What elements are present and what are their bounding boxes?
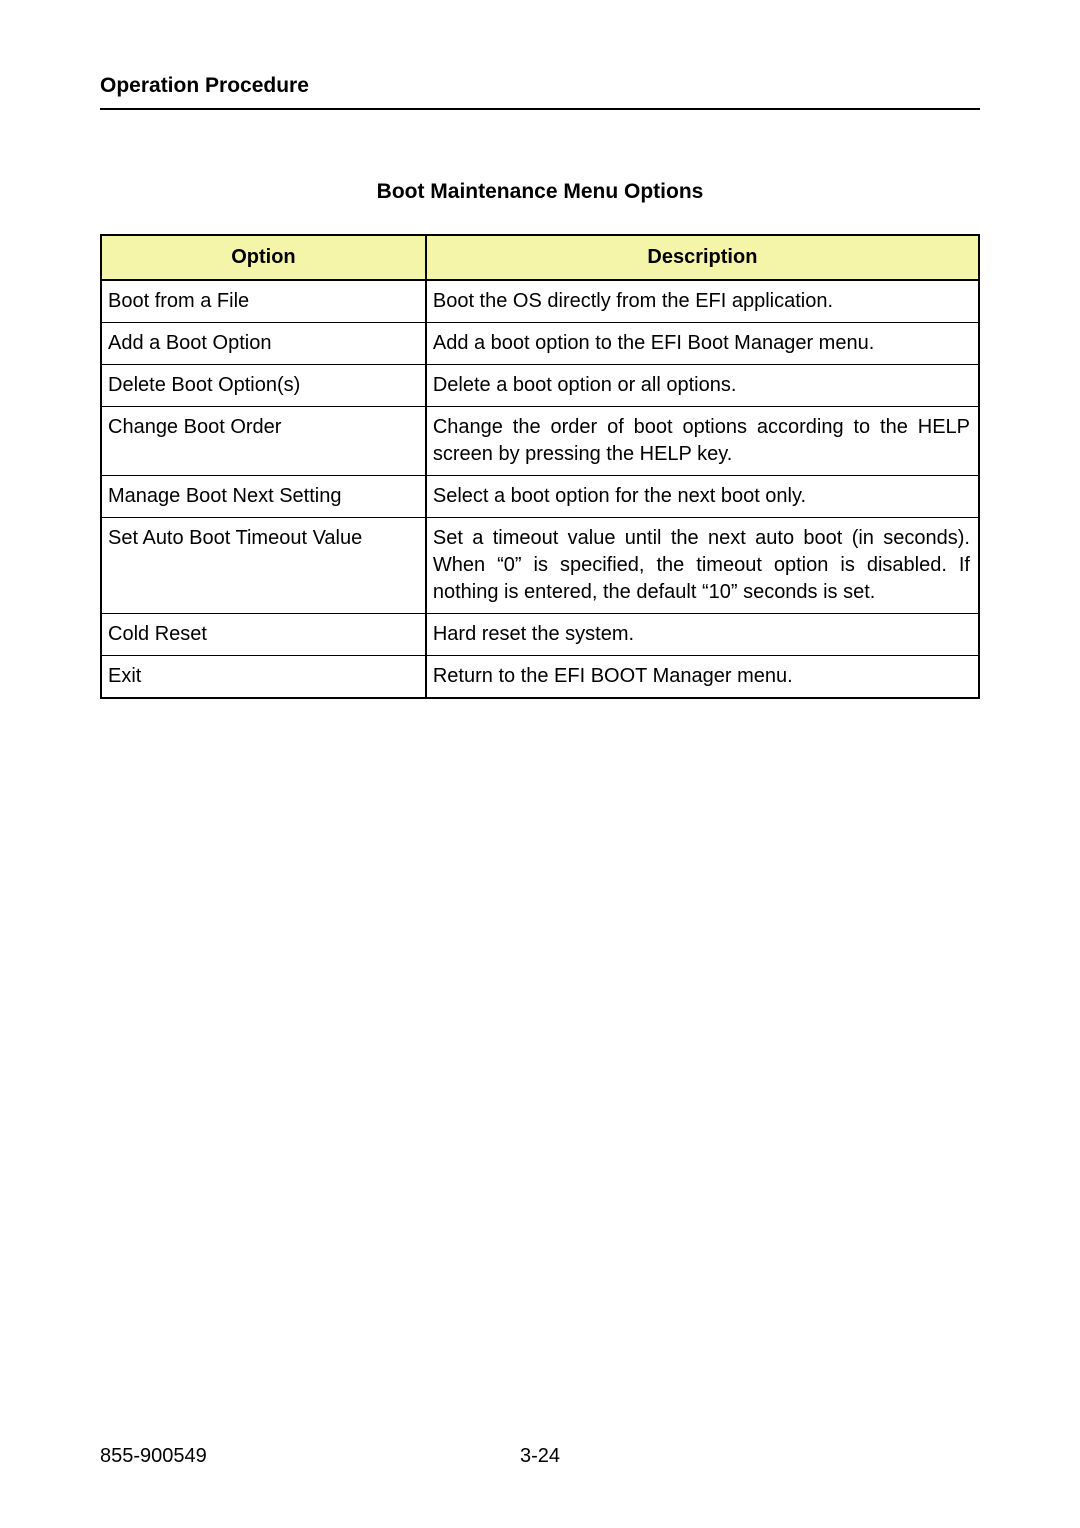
table-row: Change Boot Order Change the order of bo…: [101, 407, 979, 476]
table-row: Set Auto Boot Timeout Value Set a timeou…: [101, 518, 979, 614]
page-container: Operation Procedure Boot Maintenance Men…: [0, 0, 1080, 699]
header-title: Operation Procedure: [100, 74, 980, 98]
table-row: Add a Boot Option Add a boot option to t…: [101, 323, 979, 365]
description-cell: Hard reset the system.: [426, 614, 979, 656]
option-cell: Change Boot Order: [101, 407, 426, 476]
option-cell: Boot from a File: [101, 280, 426, 323]
description-cell: Delete a boot option or all options.: [426, 365, 979, 407]
option-cell: Set Auto Boot Timeout Value: [101, 518, 426, 614]
footer: 855-900549 3-24: [100, 1445, 980, 1468]
description-cell: Return to the EFI BOOT Manager menu.: [426, 656, 979, 699]
description-cell: Add a boot option to the EFI Boot Manage…: [426, 323, 979, 365]
column-header-description: Description: [426, 235, 979, 280]
table-row: Manage Boot Next Setting Select a boot o…: [101, 476, 979, 518]
column-header-option: Option: [101, 235, 426, 280]
table-header-row: Option Description: [101, 235, 979, 280]
table-row: Boot from a File Boot the OS directly fr…: [101, 280, 979, 323]
table-row: Exit Return to the EFI BOOT Manager menu…: [101, 656, 979, 699]
table-row: Cold Reset Hard reset the system.: [101, 614, 979, 656]
description-cell: Boot the OS directly from the EFI applic…: [426, 280, 979, 323]
option-cell: Add a Boot Option: [101, 323, 426, 365]
table-row: Delete Boot Option(s) Delete a boot opti…: [101, 365, 979, 407]
table-title: Boot Maintenance Menu Options: [100, 180, 980, 204]
description-cell: Set a timeout value until the next auto …: [426, 518, 979, 614]
table-body: Boot from a File Boot the OS directly fr…: [101, 280, 979, 698]
boot-options-table: Option Description Boot from a File Boot…: [100, 234, 980, 699]
option-cell: Delete Boot Option(s): [101, 365, 426, 407]
description-cell: Select a boot option for the next boot o…: [426, 476, 979, 518]
option-cell: Manage Boot Next Setting: [101, 476, 426, 518]
footer-center: 3-24: [520, 1445, 560, 1468]
description-cell: Change the order of boot options accordi…: [426, 407, 979, 476]
header-section: Operation Procedure: [100, 74, 980, 110]
footer-left: 855-900549: [100, 1445, 207, 1468]
option-cell: Cold Reset: [101, 614, 426, 656]
option-cell: Exit: [101, 656, 426, 699]
